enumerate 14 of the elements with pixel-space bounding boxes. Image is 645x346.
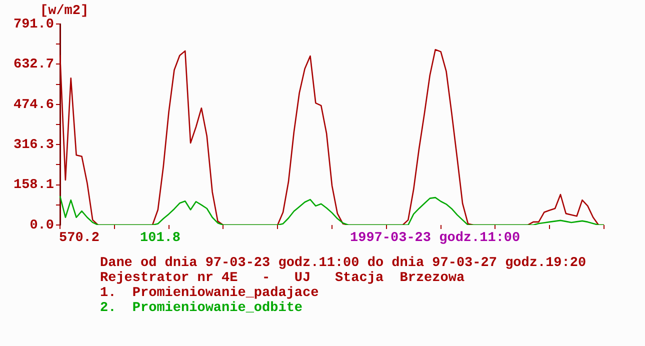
y-tick-label: 158.1 <box>13 178 54 194</box>
y-tick-label: 632.7 <box>13 58 54 73</box>
text: 570.2 <box>59 231 100 246</box>
y-axis-title: [w/m2] <box>40 4 89 19</box>
text: 1997-03-23 godz.11:00 <box>350 231 520 246</box>
text: 2. Promieniowanie_odbite <box>100 301 303 316</box>
y-tick-label: 474.6 <box>13 98 54 113</box>
text: Rejestrator nr 4E - UJ Stacja Brzezowa <box>100 271 465 286</box>
y-tick-label: 316.3 <box>13 138 54 154</box>
y-tick-label: 791.0 <box>13 17 54 32</box>
text: Dane od dnia 97-03-23 godz.11:00 do dnia 97-03-27 godz.19:20 <box>100 256 586 271</box>
text: 101.8 <box>140 231 181 246</box>
y-tick-label: 0.0 <box>30 218 54 234</box>
text: 1. Promieniowanie_padajace <box>100 286 319 301</box>
